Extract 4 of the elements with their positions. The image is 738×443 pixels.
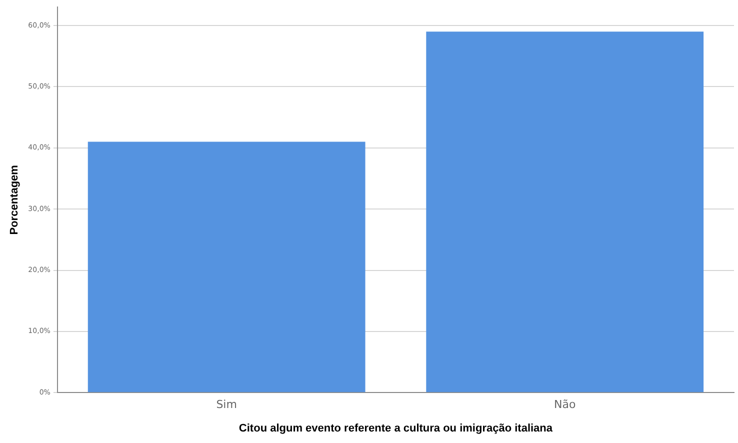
x-tick-label: Não xyxy=(554,398,576,412)
x-tick-label: Sim xyxy=(216,398,237,412)
y-axis-title: Porcentagem xyxy=(8,164,21,235)
x-axis-title: Citou algum evento referente a cultura ou imigração italiana xyxy=(238,422,554,434)
